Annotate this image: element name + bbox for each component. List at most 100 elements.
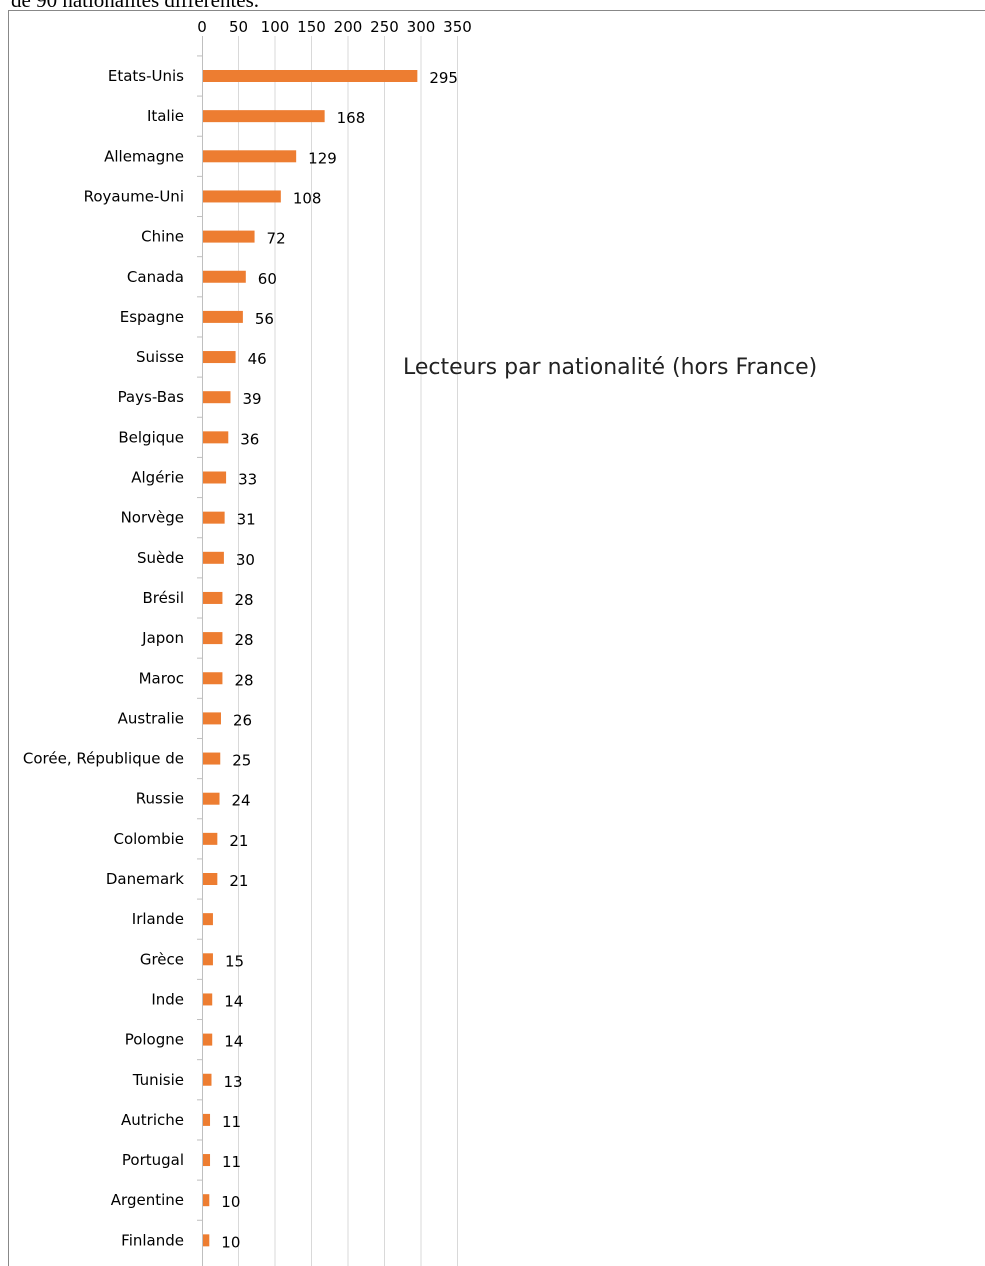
data-label: 24 [232,792,251,810]
bar [203,471,227,484]
bar [203,1073,212,1086]
x-tick-label: 100 [261,18,290,36]
category-label: Finlande [121,1231,184,1249]
data-label: 108 [293,189,322,207]
category-label: Brésil [142,589,184,607]
data-label: 46 [248,350,267,368]
category-label: Danemark [106,870,184,888]
bar [203,190,281,203]
bar [203,391,231,404]
x-tick-label: 0 [197,18,207,36]
x-tick-label: 300 [407,18,436,36]
data-label: 11 [222,1153,241,1171]
bar [203,1113,211,1126]
category-label: Maroc [139,669,184,687]
category-label: Inde [151,990,184,1008]
category-label: Suisse [136,348,184,366]
chart-frame [8,10,985,1266]
bar [203,712,221,725]
bar [203,511,225,524]
x-tick-label: 50 [229,18,248,36]
category-label: Grèce [140,950,184,968]
bar [203,230,255,243]
data-label: 30 [236,551,255,569]
header-text: de 90 nationalités différentes. [11,0,260,12]
category-label: Pays-Bas [118,388,185,406]
category-label: Tunisie [132,1071,184,1089]
category-label: Pologne [125,1031,184,1049]
bar [203,873,218,885]
data-label: 14 [224,1033,243,1051]
category-label: Chine [141,228,184,246]
bar [203,913,213,926]
bar [203,792,220,805]
bar [203,591,223,604]
data-label: 33 [238,471,257,489]
gridlines [197,36,458,1266]
bar [203,310,243,323]
data-label: 10 [221,1193,240,1211]
category-label: Royaume-Uni [84,187,184,205]
bar [203,832,218,845]
category-label: Algérie [131,469,184,487]
category-label: Australie [118,709,184,727]
data-label: 11 [222,1113,241,1131]
data-label: 295 [429,69,458,87]
data-label: 21 [229,872,248,890]
category-label: Colombie [113,830,184,848]
data-label: 28 [234,671,253,689]
data-label: 13 [223,1073,242,1091]
x-tick-label: 250 [370,18,399,36]
data-label: 15 [225,952,244,970]
bar [203,431,229,444]
category-label: Belgique [118,428,184,446]
data-label: 26 [233,711,252,729]
bar [203,632,223,645]
bar [203,1154,211,1167]
data-label: 36 [240,430,259,448]
data-label: 72 [267,230,286,248]
data-label: 56 [255,310,274,328]
x-tick-label: 350 [443,18,472,36]
x-tick-label: 150 [297,18,326,36]
category-label: Canada [127,268,184,286]
bar [203,993,213,1006]
bar [203,1234,210,1247]
data-label: 10 [221,1233,240,1251]
bars [203,70,418,1247]
category-label: Norvège [121,509,184,527]
x-axis-ticks: 0 50 100 150 200 250 300 350 [197,18,472,36]
data-label: 129 [308,149,337,167]
bar [203,752,221,765]
category-label: Japon [141,629,184,647]
data-label: 28 [234,591,253,609]
data-label: 28 [234,631,253,649]
category-label: Etats-Unis [108,67,184,85]
bar [203,270,246,283]
chart-title: Lecteurs par nationalité (hors France) [403,355,817,380]
category-label: Italie [147,107,184,125]
bar [203,1194,210,1207]
data-label: 168 [337,109,366,127]
bar [203,70,418,82]
category-labels: Etats-Unis Italie Allemagne Royaume-Uni Chin… [23,67,184,1249]
data-label: 21 [229,832,248,850]
category-label: Espagne [120,308,184,326]
category-label: Suède [137,549,184,567]
bar [203,551,224,564]
category-label: Irlande [132,910,184,928]
bar [203,351,236,364]
category-label: Portugal [122,1151,184,1169]
data-label: 60 [258,270,277,288]
category-label: Autriche [121,1111,184,1129]
category-label: Allemagne [104,147,184,165]
bar [203,150,297,163]
data-label: 39 [242,390,261,408]
category-label: Corée, République de [23,750,184,768]
bar [203,672,223,685]
category-label: Argentine [111,1191,184,1209]
bar [203,110,325,123]
data-label: 31 [237,511,256,529]
data-label: 25 [232,752,251,770]
